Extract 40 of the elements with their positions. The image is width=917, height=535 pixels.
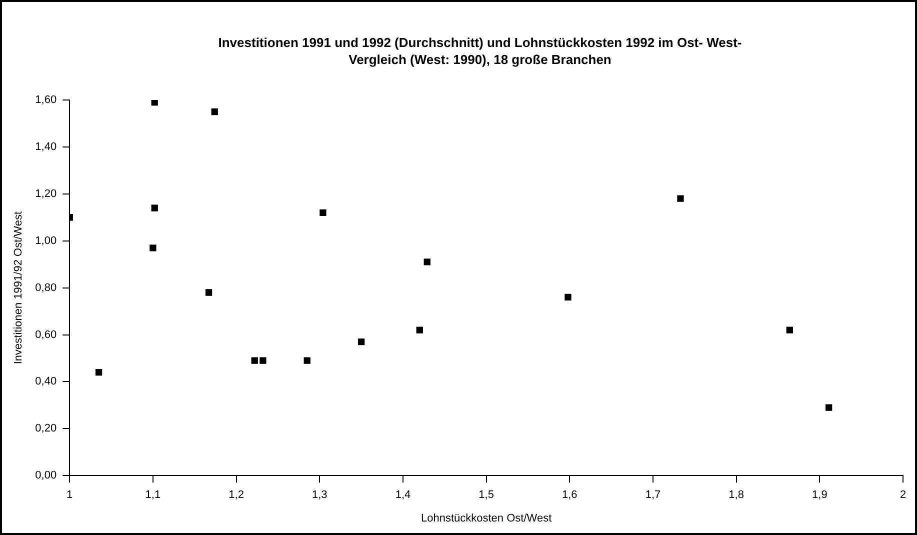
x-tick-label: 2 (900, 489, 906, 502)
point (358, 338, 365, 346)
point (251, 357, 258, 364)
point (205, 289, 212, 296)
y-tick-label: 1,40 (35, 140, 57, 153)
y-tick-label: 0,60 (35, 328, 57, 341)
point (677, 195, 684, 202)
x-tick-label: 1 (66, 489, 73, 502)
point (95, 368, 102, 376)
y-tick-label: 0,80 (35, 282, 57, 294)
y-axis-title: Investitionen 1991/92 Ost/West (12, 211, 25, 364)
y-tick-label: 1,60 (35, 94, 57, 106)
x-tick-label: 1,8 (728, 489, 744, 502)
point (786, 326, 793, 334)
x-tick-label: 1,1 (145, 489, 161, 502)
x-tick-label: 1,6 (562, 489, 578, 502)
x-tick-label: 1,2 (228, 489, 244, 502)
x-tick-label: 1,7 (645, 489, 661, 502)
point (151, 100, 158, 106)
point (151, 204, 158, 212)
point (564, 294, 572, 301)
chart-title: Investitionen 1991 und 1992 (Durchschnitt) und Lohnstückkosten 1992 im Ost- West-Vergleich (West: 1990), 18 große Branchen (217, 34, 743, 68)
y-tick-label: 0,20 (35, 422, 57, 435)
x-tick-label: 1,4 (395, 489, 411, 502)
point (320, 209, 326, 216)
x-tick-label: 1,9 (812, 489, 828, 502)
point (260, 357, 266, 364)
y-tick-label: 1,20 (35, 188, 57, 200)
point (211, 108, 218, 116)
point (304, 357, 310, 364)
x-tick-label: 1,3 (312, 489, 328, 502)
y-tick-label: 0,00 (35, 470, 57, 482)
point (826, 404, 832, 411)
point (416, 326, 423, 334)
y-tick-label: 0,40 (35, 376, 57, 388)
y-tick-label: 1,00 (35, 234, 57, 247)
point (150, 244, 156, 252)
x-axis-title: Lohnstückkosten Ost/West (420, 512, 552, 524)
point (424, 258, 430, 266)
x-tick-label: 1,5 (478, 489, 494, 502)
